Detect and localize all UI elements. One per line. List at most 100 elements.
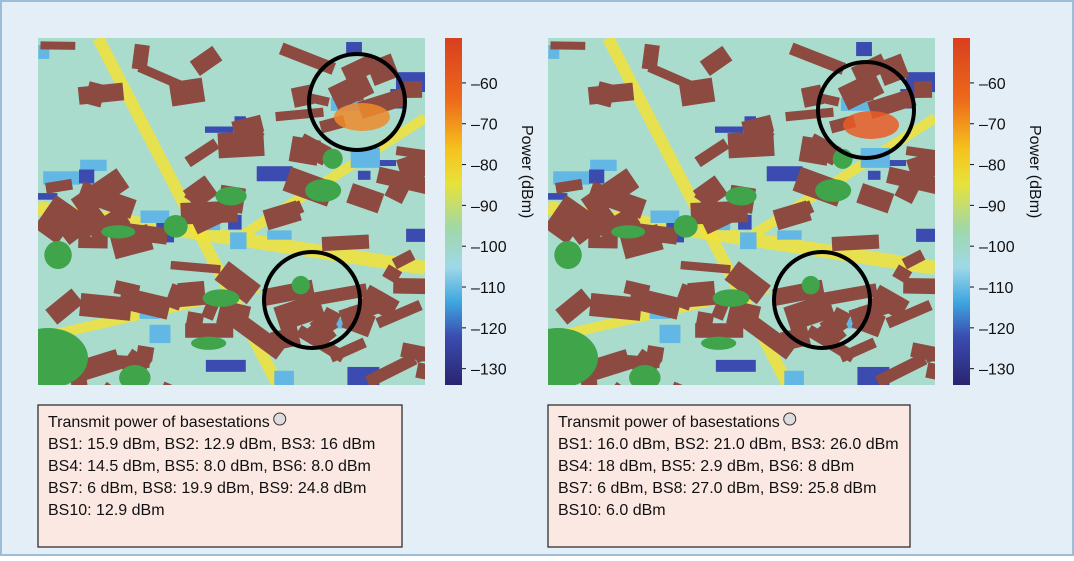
building <box>724 261 771 305</box>
building <box>131 43 150 71</box>
basestation-symbol <box>273 412 287 426</box>
building <box>726 299 762 330</box>
vegetation <box>629 364 661 385</box>
shadow-zone <box>406 228 425 242</box>
building <box>327 70 375 111</box>
building <box>803 171 826 195</box>
vegetation <box>610 225 646 239</box>
shadow-zone <box>916 228 935 242</box>
shadow-zone <box>777 230 802 240</box>
highlight-circle <box>772 250 872 350</box>
building <box>903 277 935 295</box>
building <box>923 343 935 363</box>
building <box>555 178 583 194</box>
shadow-zone <box>548 45 560 59</box>
highlight-circle <box>816 60 916 160</box>
vegetation <box>44 240 72 270</box>
colorbar-tick-label: –110 <box>979 280 1014 297</box>
building <box>231 114 265 139</box>
building <box>391 249 416 270</box>
shadow-zone <box>357 170 371 180</box>
map-content <box>38 38 425 385</box>
colorbar-label: Power (dBm) <box>518 125 535 218</box>
building <box>321 234 370 252</box>
colorbar-tick-label: –100 <box>979 239 1015 256</box>
building <box>60 205 106 246</box>
colorbar-tick-label: –120 <box>471 321 507 338</box>
vegetation <box>712 289 750 307</box>
coverage-map <box>548 38 935 385</box>
vegetation <box>191 336 227 350</box>
building <box>550 41 586 50</box>
building <box>623 280 651 299</box>
caption-title: Transmit power of basestations <box>558 414 780 431</box>
caption-title: Transmit power of basestations <box>48 414 270 431</box>
vegetation <box>305 179 342 202</box>
building <box>702 210 737 235</box>
caption-box <box>547 404 911 548</box>
building <box>86 206 131 245</box>
shadow-zone <box>140 210 170 223</box>
building <box>77 82 125 105</box>
building <box>783 292 836 332</box>
colorbar-tick-label: –90 <box>471 198 498 215</box>
building <box>727 130 775 159</box>
building <box>805 325 857 363</box>
building <box>45 178 73 194</box>
building <box>113 280 141 299</box>
hot-zone <box>334 103 390 131</box>
shadow-zone <box>350 147 380 168</box>
building <box>415 362 425 380</box>
building <box>404 81 423 99</box>
colorbar-tick-label: –80 <box>471 158 498 175</box>
vegetation <box>38 328 88 385</box>
building <box>185 323 234 338</box>
caption-box <box>37 404 403 548</box>
building <box>925 362 935 380</box>
building <box>177 280 207 308</box>
caption-line: BS7: 6 dBm, BS8: 19.9 dBm, BS9: 24.8 dBm <box>48 480 366 497</box>
building <box>831 234 880 252</box>
building <box>192 210 227 235</box>
shadow-zone <box>784 370 804 385</box>
building <box>772 200 812 231</box>
colorbar-tick-label: –90 <box>979 198 1006 215</box>
building <box>364 352 418 385</box>
building <box>295 325 347 363</box>
vegetation <box>548 328 598 385</box>
shadow-zone <box>548 193 568 200</box>
colorbar-tick-label: –130 <box>471 362 507 379</box>
building <box>40 41 76 50</box>
building <box>641 43 660 71</box>
shadow-zone <box>205 359 246 372</box>
building <box>293 171 316 195</box>
colorbar-label: Power (dBm) <box>1026 125 1043 218</box>
building <box>856 183 895 214</box>
caption-line: BS7: 6 dBm, BS8: 27.0 dBm, BS9: 25.8 dBm <box>558 480 876 497</box>
building <box>788 42 847 75</box>
building <box>699 45 733 76</box>
building <box>413 343 425 363</box>
building <box>645 345 665 362</box>
building <box>587 181 647 219</box>
building <box>687 280 717 308</box>
shadow-zone <box>589 169 605 184</box>
building <box>295 133 332 166</box>
vegetation <box>119 364 151 385</box>
building <box>548 211 579 245</box>
building <box>217 130 265 159</box>
building <box>189 45 223 76</box>
vegetation <box>202 289 240 307</box>
building <box>589 293 643 321</box>
building <box>906 151 935 184</box>
vegetation <box>673 214 698 238</box>
building <box>805 133 842 166</box>
shadow-zone <box>256 166 293 182</box>
shadow-zone <box>659 324 681 344</box>
building <box>184 138 220 168</box>
colorbar-tick-label: –130 <box>979 362 1015 379</box>
building <box>741 114 775 139</box>
building <box>850 53 889 85</box>
highlight-circle <box>307 52 407 152</box>
